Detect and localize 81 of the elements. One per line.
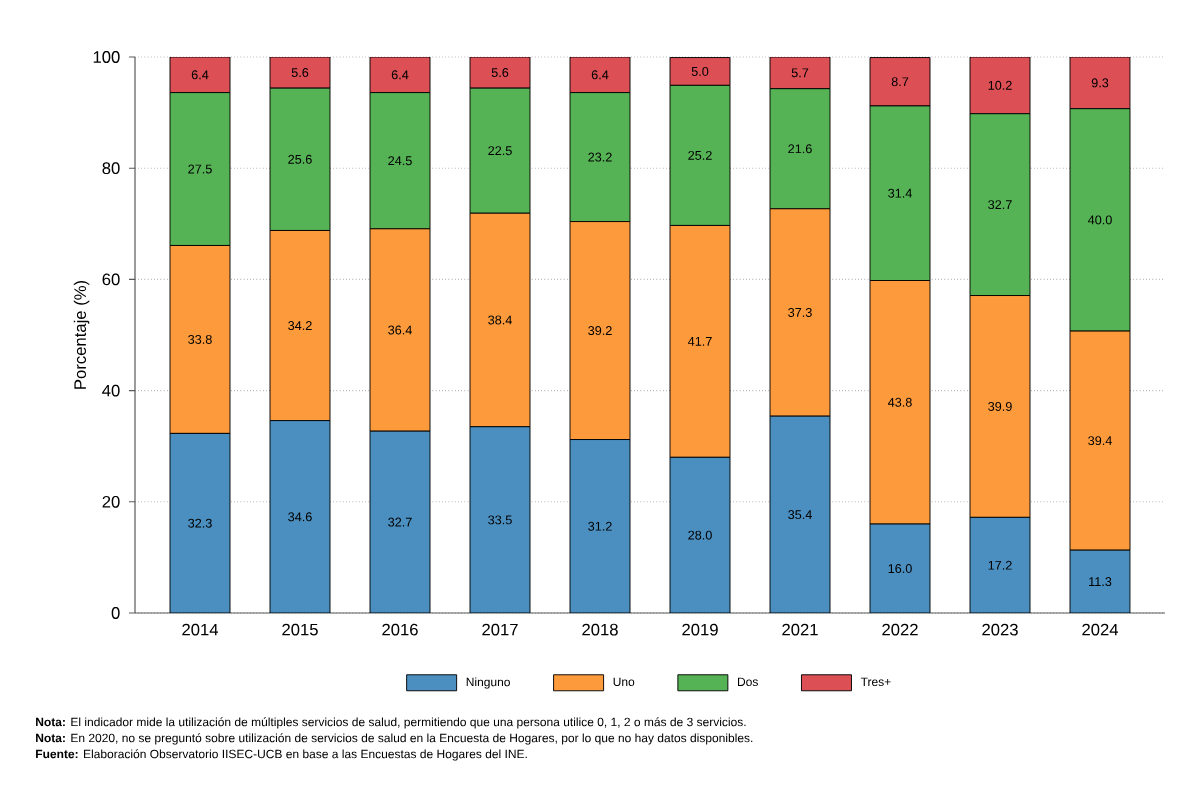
x-tick-label: 2017: [482, 623, 518, 636]
data-label: 22.5: [488, 146, 512, 156]
data-label: 9.3: [1091, 78, 1109, 88]
bar: [569, 56, 631, 94]
data-label: 33.8: [188, 334, 212, 344]
data-label: 5.7: [791, 68, 809, 78]
data-label: 17.2: [988, 560, 1012, 570]
data-label: 25.6: [288, 154, 312, 164]
bar: [969, 56, 1031, 115]
data-label: 33.5: [488, 515, 512, 525]
y-tick-label: 20: [102, 495, 120, 508]
data-label: 32.7: [988, 200, 1012, 210]
data-label: 5.0: [691, 66, 709, 76]
data-label: 5.6: [491, 68, 509, 78]
data-label: 28.0: [688, 530, 712, 540]
x-tick-label: 2023: [982, 623, 1018, 636]
data-label: 35.4: [788, 510, 812, 520]
data-label: 23.2: [588, 152, 612, 162]
data-label: 25.2: [688, 150, 712, 160]
data-label: 6.4: [591, 70, 609, 80]
bar: [669, 456, 731, 613]
bar: [969, 516, 1031, 613]
data-label: 24.5: [388, 156, 412, 166]
data-label: 5.6: [291, 68, 309, 78]
y-tick-label: 80: [102, 162, 120, 175]
bar: [569, 439, 631, 613]
data-label: 37.3: [788, 307, 812, 317]
y-tick-label: 60: [102, 273, 120, 286]
bar: [1069, 56, 1131, 110]
data-label: 6.4: [191, 70, 209, 80]
bar: [1069, 549, 1131, 613]
data-label: 39.9: [988, 401, 1012, 411]
data-label: 43.8: [887, 397, 912, 407]
data-label: 39.2: [588, 326, 612, 336]
data-label: 11.3: [1089, 577, 1112, 587]
text: Fuente: Elaboración Observatorio IISEC-UCB en base a las Encuestas de Hogares del INE.: [36, 749, 527, 761]
data-label: 39.4: [1088, 436, 1112, 446]
data-label: 8.7: [891, 77, 909, 87]
data-label: 41.7: [687, 337, 712, 346]
bar: [169, 432, 231, 613]
data-label: 34.6: [288, 512, 312, 522]
x-tick-label: 2016: [382, 623, 418, 636]
data-label: 38.4: [488, 315, 512, 325]
y-axis-title: Porcentaje (%): [73, 280, 90, 389]
legend-label: Uno: [613, 677, 635, 687]
text: Nota: En 2020, no se preguntó sobre utilización de servicios de salud en la Encuesta de Hogares, por lo que no hay datos disponibles.: [36, 733, 753, 745]
x-tick-label: 2021: [782, 623, 818, 636]
y-tick-label: 0: [111, 607, 120, 619]
bar: [869, 57, 931, 107]
data-label: 27.5: [188, 164, 212, 174]
data-label: 10.2: [988, 80, 1012, 90]
bar: [369, 56, 431, 94]
x-tick-label: 2014: [182, 623, 219, 636]
x-tick-label: 2024: [1082, 623, 1119, 636]
legend-label: Ninguno: [466, 677, 510, 689]
data-label: 6.4: [391, 70, 409, 80]
x-tick-label: 2019: [682, 623, 718, 636]
data-label: 21.6: [788, 144, 812, 154]
data-label: 16.0: [888, 564, 912, 573]
y-tick-label: 100: [93, 51, 120, 63]
data-label: 32.7: [388, 517, 412, 527]
bar: [369, 430, 431, 613]
legend-label: Tres+: [860, 677, 891, 687]
bar: [469, 426, 531, 613]
bar: [169, 56, 231, 94]
text: Nota: El indicador mide la utilización de múltiples servicios de salud, permitiendo que una persona utilice 0, 1, 2 o más de 3 servicios.: [36, 717, 746, 729]
x-tick-label: 2022: [882, 623, 918, 636]
bar: [269, 420, 331, 613]
data-label: 31.4: [888, 188, 912, 198]
bar: [669, 57, 731, 86]
data-label: 32.3: [188, 518, 212, 528]
y-tick-label: 40: [102, 384, 120, 397]
legend-label: Dos: [737, 677, 758, 687]
x-tick-label: 2015: [282, 623, 318, 636]
bar: [869, 523, 931, 613]
data-label: 34.2: [288, 321, 312, 331]
data-label: 31.2: [588, 521, 612, 531]
x-tick-label: 2018: [582, 623, 618, 636]
data-label: 40.0: [1087, 215, 1112, 225]
data-label: 36.4: [388, 325, 412, 335]
bar: [769, 415, 831, 613]
